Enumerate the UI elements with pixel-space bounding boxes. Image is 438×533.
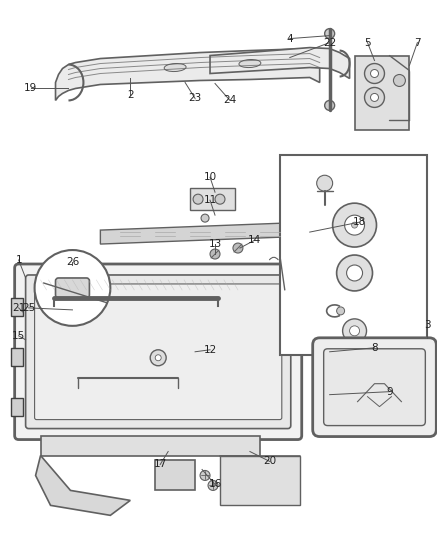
- Polygon shape: [210, 47, 350, 78]
- Circle shape: [364, 87, 385, 108]
- Circle shape: [317, 175, 332, 191]
- Text: 23: 23: [188, 93, 202, 103]
- Circle shape: [332, 203, 377, 247]
- Text: 25: 25: [22, 303, 35, 313]
- Text: 2: 2: [127, 91, 134, 100]
- Text: 10: 10: [204, 172, 217, 182]
- FancyBboxPatch shape: [25, 275, 291, 429]
- Circle shape: [371, 69, 378, 77]
- FancyBboxPatch shape: [35, 284, 282, 419]
- Circle shape: [35, 250, 110, 326]
- FancyBboxPatch shape: [56, 278, 89, 298]
- Text: 22: 22: [323, 38, 336, 47]
- Circle shape: [371, 93, 378, 101]
- Circle shape: [200, 471, 210, 480]
- Text: 1: 1: [15, 255, 22, 265]
- Bar: [220, 456, 300, 505]
- Circle shape: [193, 194, 203, 204]
- Circle shape: [393, 75, 406, 86]
- Bar: [11, 348, 23, 366]
- Text: 8: 8: [371, 343, 378, 353]
- Text: 19: 19: [24, 84, 37, 93]
- Circle shape: [155, 355, 161, 361]
- Polygon shape: [100, 222, 310, 244]
- Text: 16: 16: [208, 479, 222, 489]
- Circle shape: [337, 255, 372, 291]
- Circle shape: [150, 350, 166, 366]
- Bar: [190, 188, 235, 210]
- Text: 24: 24: [223, 95, 237, 106]
- Polygon shape: [35, 456, 130, 515]
- Text: 9: 9: [386, 386, 393, 397]
- Text: 13: 13: [208, 239, 222, 249]
- Text: 12: 12: [203, 345, 217, 355]
- Text: 4: 4: [286, 34, 293, 44]
- Circle shape: [215, 194, 225, 204]
- Circle shape: [201, 214, 209, 222]
- Text: 18: 18: [353, 217, 366, 227]
- Polygon shape: [56, 49, 320, 100]
- Circle shape: [325, 29, 335, 38]
- Circle shape: [208, 480, 218, 490]
- Circle shape: [233, 243, 243, 253]
- Text: 5: 5: [364, 38, 371, 47]
- Circle shape: [352, 222, 357, 228]
- Ellipse shape: [164, 63, 186, 71]
- Circle shape: [345, 215, 364, 235]
- Bar: [280, 155, 427, 355]
- Text: 26: 26: [66, 257, 79, 267]
- Circle shape: [343, 319, 367, 343]
- Text: 21: 21: [12, 303, 25, 313]
- Text: 14: 14: [248, 235, 261, 245]
- Text: 20: 20: [263, 456, 276, 466]
- Bar: [155, 461, 195, 490]
- Circle shape: [337, 307, 345, 315]
- FancyBboxPatch shape: [313, 338, 436, 437]
- Circle shape: [350, 326, 360, 336]
- Circle shape: [364, 63, 385, 84]
- Bar: [355, 55, 410, 131]
- FancyBboxPatch shape: [14, 264, 302, 440]
- Text: 3: 3: [424, 320, 431, 330]
- Text: 11: 11: [203, 195, 217, 205]
- FancyBboxPatch shape: [324, 349, 425, 425]
- Ellipse shape: [239, 60, 261, 68]
- Bar: [11, 298, 23, 316]
- Circle shape: [210, 249, 220, 259]
- Text: 17: 17: [154, 459, 167, 470]
- Circle shape: [325, 100, 335, 110]
- Bar: [41, 435, 260, 456]
- Text: 15: 15: [12, 331, 25, 341]
- Bar: [11, 398, 23, 416]
- Circle shape: [346, 265, 363, 281]
- Text: 7: 7: [414, 38, 420, 47]
